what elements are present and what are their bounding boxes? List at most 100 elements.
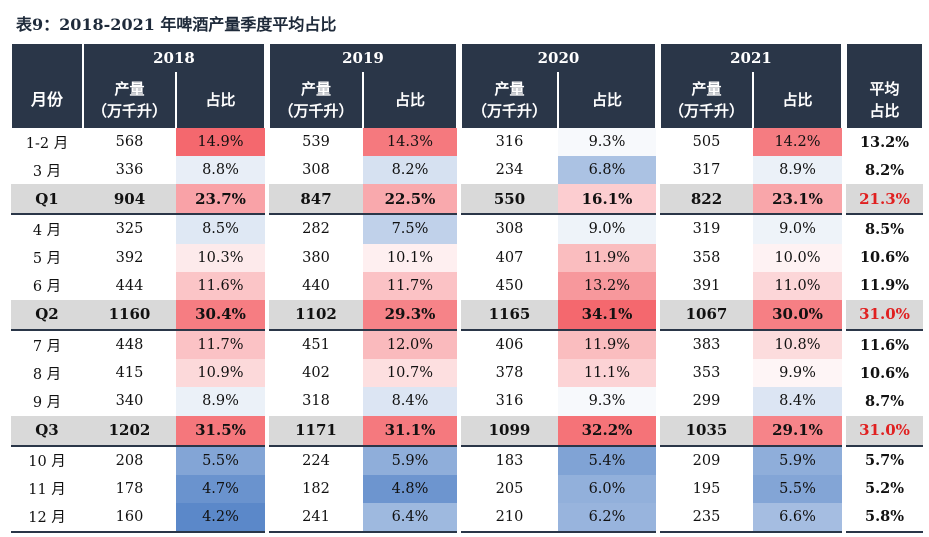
month-row: 4 月 325 8.5% 282 7.5% 308 9.0% 319 9.0% 8.5% [11, 213, 923, 244]
output-cell: 160 [83, 502, 176, 534]
share-cell: 10.0% [753, 243, 842, 272]
output-cell: 308 [302, 162, 330, 179]
month-cell: Q2 [11, 299, 83, 330]
column-gap [457, 387, 461, 416]
output-cell: 319 [660, 213, 753, 244]
column-gap [842, 415, 846, 446]
avg-share-cell: 21.3% [846, 184, 923, 215]
output-cell: 380 [302, 249, 330, 266]
column-gap [265, 502, 269, 534]
column-gap [265, 243, 269, 272]
share-cell: 23.1% [753, 184, 842, 215]
column-gap [842, 271, 846, 300]
column-gap [265, 328, 269, 360]
output-header: 产量 （万千升） [82, 72, 177, 128]
year-header: 2019 [268, 44, 458, 72]
avg-share-cell: 10.6% [859, 249, 910, 267]
share-cell: 10.9% [176, 359, 265, 388]
month-cell: 5 月 [32, 251, 62, 268]
avg-share-cell: 13.2% [859, 133, 910, 151]
share-cell: 8.8% [176, 156, 265, 185]
share-cell: 6.4% [363, 502, 457, 534]
share-cell: 12.0% [363, 328, 457, 360]
share-cell: 5.9% [753, 444, 842, 475]
month-cell: 7 月 [11, 328, 83, 360]
column-gap [842, 156, 846, 185]
share-cell: 32.2% [558, 415, 656, 446]
month-cell: 1-2 月 [25, 135, 69, 152]
share-cell: 4.2% [176, 502, 265, 534]
output-cell: 210 [461, 502, 558, 534]
beer-output-table: 2018 2019 2020 2021 月份 产量 （万千升） 占比 产量 （万千升… [10, 44, 924, 534]
month-row: 5 月 392 10.3% 380 10.1% 407 11.9% 358 10.0% 10.6% [11, 243, 923, 272]
share-cell: 9.3% [558, 128, 656, 157]
share-header: 占比 [362, 72, 458, 128]
share-cell: 11.0% [753, 271, 842, 300]
output-cell: 235 [660, 502, 753, 534]
share-cell: 11.7% [363, 271, 457, 300]
year-header: 2020 [460, 44, 657, 72]
column-gap [656, 444, 660, 475]
column-gap [842, 299, 846, 330]
column-gap [265, 387, 269, 416]
output-cell: 316 [495, 393, 524, 410]
column-gap [842, 502, 846, 534]
column-gap [842, 474, 846, 503]
column-gap [457, 184, 461, 215]
output-cell: 391 [692, 277, 721, 294]
corner-cell [10, 44, 84, 72]
output-cell: 383 [660, 328, 753, 360]
output-cell: 822 [660, 184, 753, 215]
column-gap [656, 359, 660, 388]
output-cell: 1102 [269, 299, 363, 330]
column-gap [656, 502, 660, 534]
share-cell: 5.4% [558, 444, 656, 475]
column-gap [656, 213, 660, 244]
column-gap [265, 156, 269, 185]
month-row: 10 月 208 5.5% 224 5.9% 183 5.4% 209 5.9% 5.7% [11, 444, 923, 475]
output-cell: 402 [302, 365, 330, 382]
output-cell: 904 [83, 184, 176, 215]
column-gap [457, 128, 461, 157]
column-gap [656, 243, 660, 272]
avg-share-cell: 5.7% [846, 444, 923, 475]
share-cell: 8.4% [753, 387, 842, 416]
month-cell: Q3 [11, 415, 83, 446]
column-gap [265, 128, 269, 157]
share-cell: 14.3% [363, 128, 457, 157]
output-cell: 224 [269, 444, 363, 475]
column-gap [842, 328, 846, 360]
output-cell: 317 [692, 162, 721, 179]
share-cell: 9.0% [558, 213, 656, 244]
month-row: 3 月 336 8.8% 308 8.2% 234 6.8% 317 8.9% 8.2% [11, 156, 923, 185]
month-row: 8 月 415 10.9% 402 10.7% 378 11.1% 353 9.9% 10.6% [11, 359, 923, 388]
column-gap [265, 474, 269, 503]
share-cell: 6.0% [558, 474, 656, 503]
share-cell: 11.9% [558, 243, 656, 272]
share-cell: 31.5% [176, 415, 265, 446]
output-cell: 444 [115, 277, 144, 294]
column-gap [656, 415, 660, 446]
share-cell: 11.7% [176, 328, 265, 360]
output-cell: 451 [269, 328, 363, 360]
column-gap [656, 387, 660, 416]
share-cell: 31.1% [363, 415, 457, 446]
share-cell: 23.7% [176, 184, 265, 215]
column-gap [457, 213, 461, 244]
month-cell: 3 月 [32, 163, 62, 180]
column-gap [265, 299, 269, 330]
month-row: 12 月 160 4.2% 241 6.4% 210 6.2% 235 6.6% 5.8% [11, 502, 923, 534]
output-cell: 378 [495, 365, 524, 382]
column-gap [265, 213, 269, 244]
output-cell: 448 [83, 328, 176, 360]
month-cell: 6 月 [32, 279, 62, 296]
share-header: 占比 [557, 72, 657, 128]
output-cell: 208 [83, 444, 176, 475]
avg-share-cell: 11.9% [859, 277, 910, 295]
output-header: 产量 （万千升） [268, 72, 364, 128]
output-cell: 195 [692, 480, 721, 497]
avg-share-cell: 31.0% [846, 415, 923, 446]
share-cell: 11.6% [176, 271, 265, 300]
output-cell: 325 [83, 213, 176, 244]
output-cell: 241 [269, 502, 363, 534]
